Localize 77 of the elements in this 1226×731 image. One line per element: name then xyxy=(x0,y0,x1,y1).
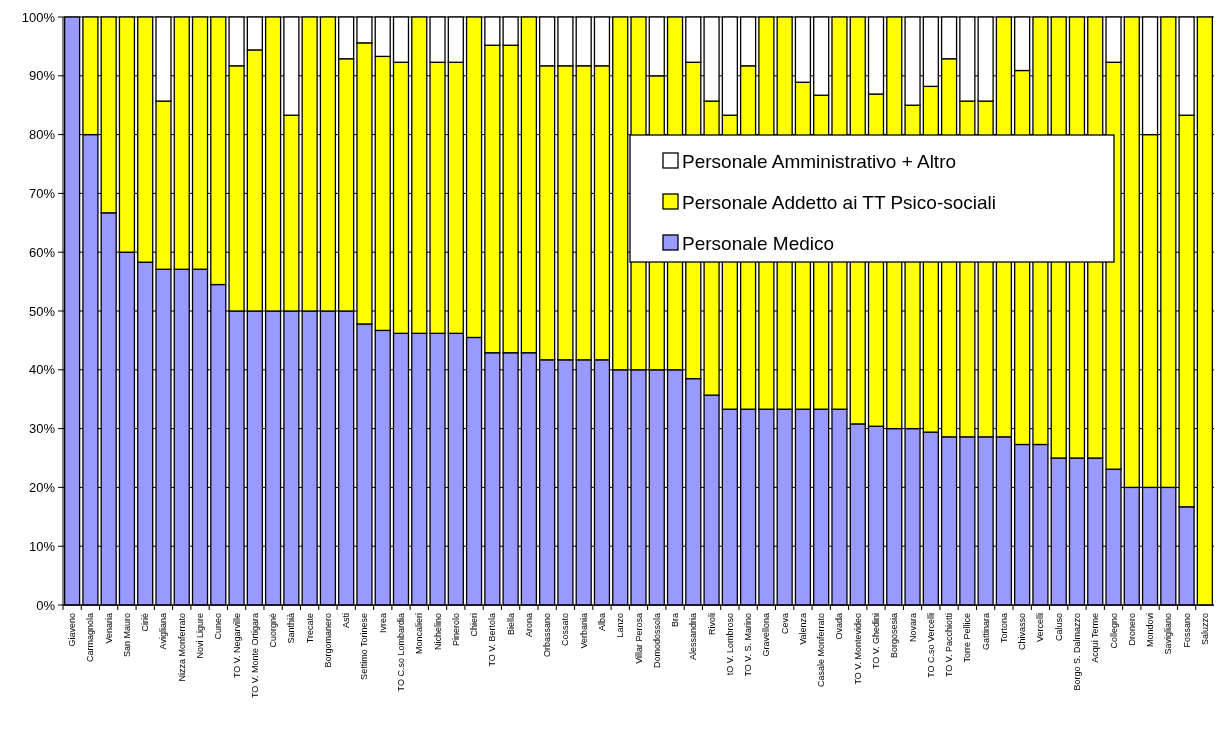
x-tick-label: Santhià xyxy=(286,613,297,644)
x-tick-label: Ivrea xyxy=(377,613,388,634)
x-tick-label: Cossato xyxy=(560,613,571,647)
x-tick-label: Verbania xyxy=(578,613,589,649)
x-tick-label: Gravellona xyxy=(761,613,772,657)
x-tick-label: Borgomanero xyxy=(322,613,333,668)
x-tick-label: Villar Perosa xyxy=(633,613,644,664)
legend-label: Personale Medico xyxy=(682,232,835,254)
x-tick-label: Giaveno xyxy=(67,613,78,647)
x-tick-label: Casale Monferrato xyxy=(816,613,827,688)
x-tick-label: Trecate xyxy=(304,613,315,644)
x-tick-label: Arona xyxy=(523,613,534,638)
x-tick-label: Collegno xyxy=(1108,613,1119,649)
x-tick-label: Ciriè xyxy=(140,613,151,632)
x-tick-label: Chivasso xyxy=(1017,613,1028,651)
x-tick-label: Borgosesia xyxy=(889,613,900,659)
x-tick-label: Lanzo xyxy=(615,613,626,638)
x-tick-label: Orbassano xyxy=(542,613,553,658)
x-tick-label: Venaria xyxy=(103,613,114,644)
y-tick-label: 20% xyxy=(28,479,56,495)
x-tick-label: Pinerolo xyxy=(450,613,461,647)
x-tick-label: TO C.so Lombardia xyxy=(395,613,406,692)
x-tick-label: Gattinara xyxy=(980,613,991,651)
x-tick-label: Ceva xyxy=(779,613,790,635)
x-tick-label: Moncalieri xyxy=(414,613,425,655)
x-tick-label: Biella xyxy=(505,613,516,636)
x-tick-label: TO V. Montevideo xyxy=(852,613,863,685)
x-tick-label: Alba xyxy=(596,613,607,632)
x-tick-label: Saluzzo xyxy=(1199,613,1210,646)
x-tick-label: Novi Ligure xyxy=(195,613,206,659)
x-tick-label: TO V. Ghedini xyxy=(871,613,882,670)
x-tick-label: Ovada xyxy=(834,613,845,640)
x-tick-label: TO C.so Vercelli xyxy=(925,613,936,678)
x-tick-label: San Mauro xyxy=(121,613,132,658)
x-tick-label: Novara xyxy=(907,613,918,643)
x-tick-label: Asti xyxy=(341,613,352,629)
legend-label: Personale Amministrativo + Altro xyxy=(682,150,957,172)
x-tick-label: Tortona xyxy=(998,613,1009,644)
x-tick-label: TO V. Bertola xyxy=(487,613,498,667)
x-tick-label: Nichelino xyxy=(432,613,443,651)
x-tick-label: Mondovi xyxy=(1145,613,1156,648)
x-tick-label: Vercelli xyxy=(1035,613,1046,643)
x-tick-label: Avigliana xyxy=(158,613,169,650)
x-tick-label: Cuneo xyxy=(213,613,224,640)
x-tick-label: Rivoli xyxy=(706,613,717,636)
y-tick-label: 0% xyxy=(36,597,56,613)
x-tick-label: Valenza xyxy=(797,613,808,645)
y-tick-label: 100% xyxy=(21,9,56,25)
x-tick-label: Caluso xyxy=(1053,613,1064,642)
x-tick-label: tO V. Lombroso xyxy=(724,613,735,676)
x-tick-label: Savigliano xyxy=(1163,613,1174,655)
x-tick-label: Fossano xyxy=(1181,613,1192,648)
x-tick-label: TO V. S. Marino xyxy=(743,613,754,677)
x-tick-label: Chieri xyxy=(469,613,480,637)
x-tick-label: Cuorgnè xyxy=(268,613,279,648)
x-tick-label: Torre Pellice xyxy=(962,613,973,663)
y-tick-label: 60% xyxy=(28,244,56,260)
x-tick-label: Nizza Monferrato xyxy=(176,613,187,682)
y-tick-label: 70% xyxy=(28,185,56,201)
y-tick-label: 10% xyxy=(28,538,56,554)
x-tick-label: TO V. Negarville xyxy=(231,613,242,679)
x-tick-label: Alessandria xyxy=(688,613,699,661)
x-tick-label: Dronero xyxy=(1126,613,1137,646)
y-tick-label: 90% xyxy=(28,68,56,84)
x-tick-label: TO V. Monte Ortigara xyxy=(249,613,260,699)
x-tick-label: Settimo Torinese xyxy=(359,613,370,680)
x-tick-label: TO V. Pacchiotti xyxy=(944,613,955,678)
y-tick-label: 40% xyxy=(28,362,56,378)
y-tick-label: 30% xyxy=(28,421,56,437)
x-tick-label: Bra xyxy=(670,613,681,628)
x-tick-label: Acqui Terme xyxy=(1090,613,1101,663)
y-tick-label: 80% xyxy=(28,127,56,143)
legend-label: Personale Addetto ai TT Psico-sociali xyxy=(682,191,997,213)
x-tick-label: Borgo S. Dalmazzo xyxy=(1071,613,1082,691)
x-tick-label: Carmagnola xyxy=(85,613,96,663)
y-tick-label: 50% xyxy=(28,303,56,319)
x-tick-label: Domodossola xyxy=(651,613,662,669)
